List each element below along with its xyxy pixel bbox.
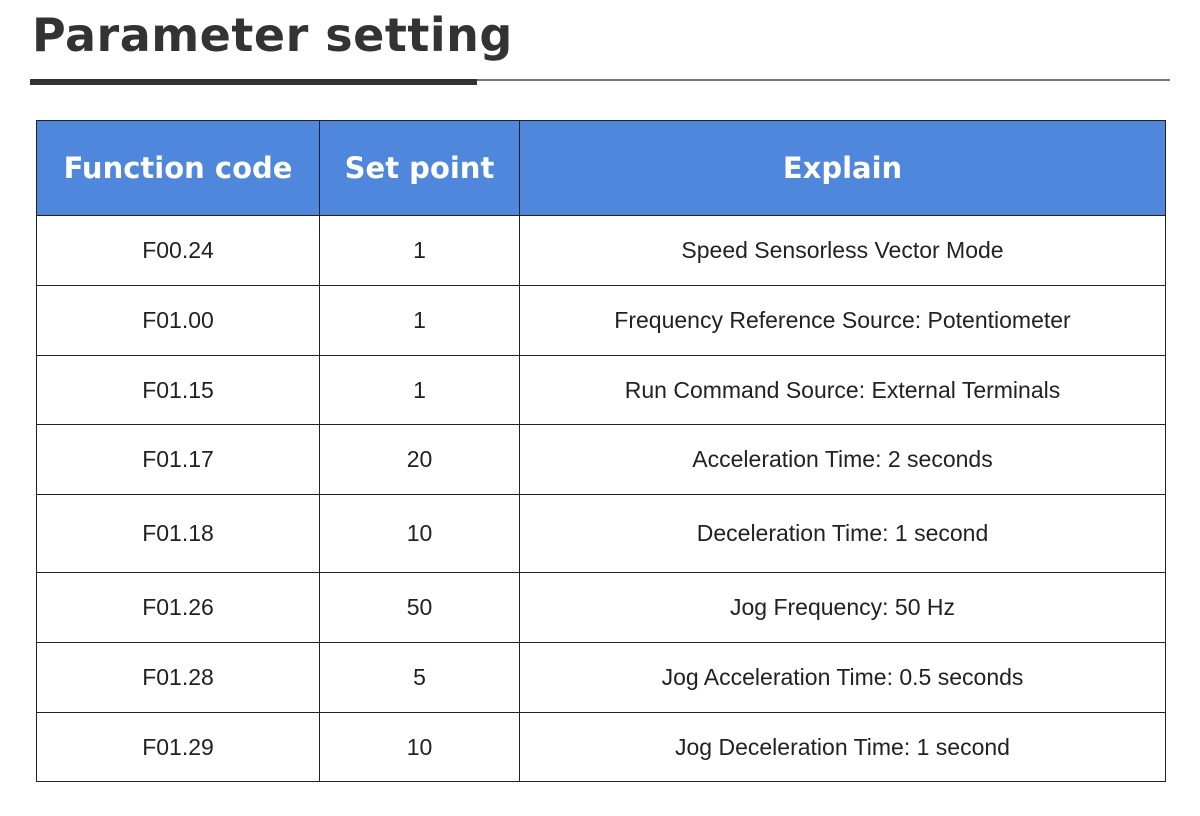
table-cell: F01.26 bbox=[36, 572, 320, 643]
table-row: F01.28 5 Jog Acceleration Time: 0.5 second… bbox=[36, 642, 1166, 713]
table-cell: F01.17 bbox=[36, 424, 320, 495]
table-cell: Frequency Reference Source: Potentiomete… bbox=[519, 285, 1166, 356]
table-cell: F00.24 bbox=[36, 215, 320, 286]
table-cell: F01.15 bbox=[36, 355, 320, 425]
page-title: Parameter setting bbox=[32, 8, 513, 62]
table-cell: 20 bbox=[319, 424, 520, 495]
table-cell: F01.28 bbox=[36, 642, 320, 713]
table-cell: Jog Deceleration Time: 1 second bbox=[519, 712, 1166, 782]
column-header: Set point bbox=[319, 120, 520, 216]
table-cell: F01.00 bbox=[36, 285, 320, 356]
title-underline bbox=[30, 79, 477, 85]
table-cell: 50 bbox=[319, 572, 520, 643]
table-cell: Run Command Source: External Terminals bbox=[519, 355, 1166, 425]
header-row: Function code Set point Explain bbox=[36, 120, 1166, 216]
table-cell: F01.29 bbox=[36, 712, 320, 782]
table-row: F01.00 1 Frequency Reference Source: Poten… bbox=[36, 285, 1166, 356]
table-row: F01.17 20 Acceleration Time: 2 seconds bbox=[36, 424, 1166, 495]
table-cell: 10 bbox=[319, 494, 520, 573]
column-header: Function code bbox=[36, 120, 320, 216]
table-row: F01.26 50 Jog Frequency: 50 Hz bbox=[36, 572, 1166, 643]
table-cell: 1 bbox=[319, 355, 520, 425]
parameter-table: Function code Set point Explain F00.24 1 Spe… bbox=[36, 120, 1166, 782]
column-header: Explain bbox=[519, 120, 1166, 216]
table-cell: Speed Sensorless Vector Mode bbox=[519, 215, 1166, 286]
table-cell: Jog Acceleration Time: 0.5 seconds bbox=[519, 642, 1166, 713]
table-cell: Jog Frequency: 50 Hz bbox=[519, 572, 1166, 643]
table-row: F01.18 10 Deceleration Time: 1 second bbox=[36, 494, 1166, 573]
table-body: F00.24 1 Speed Sensorless Vector Mode F01.0… bbox=[36, 215, 1166, 782]
table-row: F01.29 10 Jog Deceleration Time: 1 second bbox=[36, 712, 1166, 782]
table-cell: Deceleration Time: 1 second bbox=[519, 494, 1166, 573]
table-cell: 1 bbox=[319, 285, 520, 356]
title-rule bbox=[30, 79, 1170, 81]
table-cell: 10 bbox=[319, 712, 520, 782]
table-row: F00.24 1 Speed Sensorless Vector Mode bbox=[36, 215, 1166, 286]
table-cell: 5 bbox=[319, 642, 520, 713]
table-cell: Acceleration Time: 2 seconds bbox=[519, 424, 1166, 495]
table-cell: F01.18 bbox=[36, 494, 320, 573]
table-cell: 1 bbox=[319, 215, 520, 286]
table-row: F01.15 1 Run Command Source: External Term… bbox=[36, 355, 1166, 425]
